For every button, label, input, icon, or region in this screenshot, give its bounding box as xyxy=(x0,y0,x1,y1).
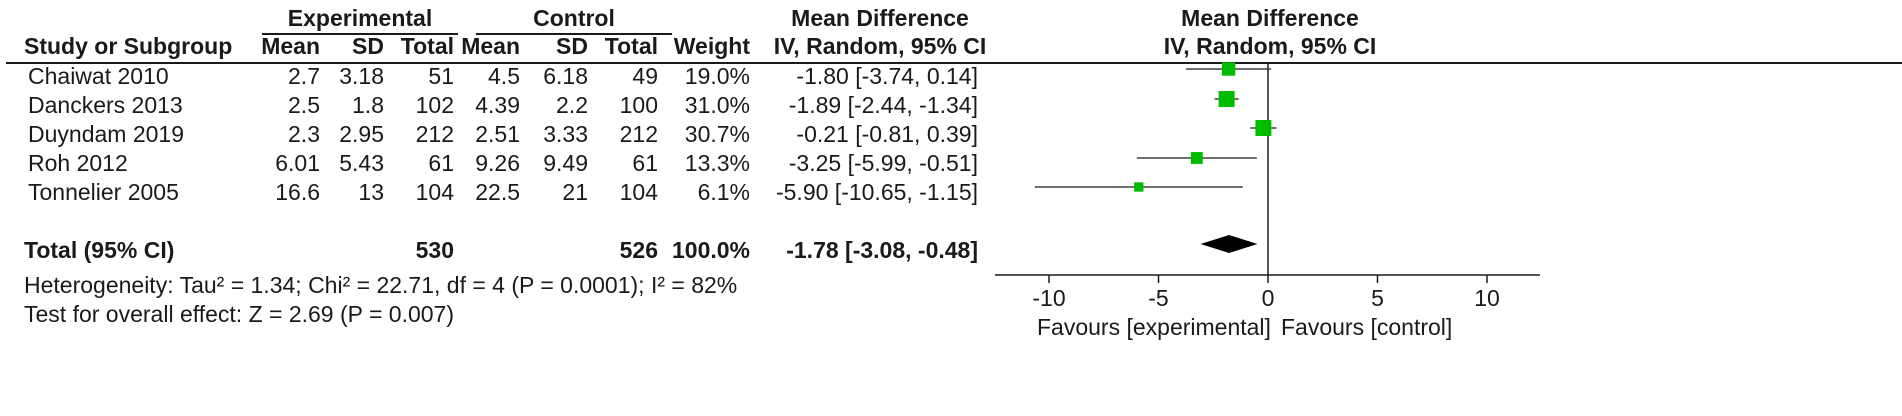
col-header-ctl-mean: Mean xyxy=(461,33,520,59)
experimental-group-header: Experimental xyxy=(287,5,433,31)
x-tick-label: 10 xyxy=(1474,285,1500,311)
header-rule xyxy=(6,62,1902,64)
ctl-sd: 2.2 xyxy=(556,92,588,118)
study-name: Chaiwat 2010 xyxy=(28,63,169,89)
ctl-sd: 9.49 xyxy=(543,150,588,176)
exp-mean: 2.5 xyxy=(288,92,320,118)
ctl-total: 212 xyxy=(619,121,658,147)
ctl-sd: 6.18 xyxy=(543,63,588,89)
control-group-header: Control xyxy=(533,5,615,31)
col-header-study: Study or Subgroup xyxy=(24,33,233,59)
col-header-exp-total: Total xyxy=(400,33,454,59)
exp-sd: 1.8 xyxy=(352,92,384,118)
ctl-sd: 3.33 xyxy=(543,121,588,147)
exp-sd: 2.95 xyxy=(339,121,384,147)
exp-total: 104 xyxy=(415,179,454,205)
total-exp: 530 xyxy=(415,237,454,263)
study-marker xyxy=(1134,182,1144,192)
total-label: Total (95% CI) xyxy=(24,237,175,263)
favours-experimental-label: Favours [experimental] xyxy=(1037,314,1271,340)
heterogeneity-text: Heterogeneity: Tau² = 1.34; Chi² = 22.71… xyxy=(24,272,738,298)
exp-total: 61 xyxy=(428,150,454,176)
md-ci: -1.80 [-3.74, 0.14] xyxy=(796,63,978,89)
exp-sd: 13 xyxy=(358,179,384,205)
col-header-ctl-sd: SD xyxy=(556,33,588,59)
md-ci: -5.90 [-10.65, -1.15] xyxy=(775,179,978,205)
overall-effect-text: Test for overall effect: Z = 2.69 (P = 0… xyxy=(24,301,454,327)
md-ci: -1.89 [-2.44, -1.34] xyxy=(788,92,978,118)
exp-sd: 3.18 xyxy=(339,63,384,89)
weight: 31.0% xyxy=(684,92,750,118)
weight: 13.3% xyxy=(684,150,750,176)
x-tick-label: 5 xyxy=(1371,285,1384,311)
exp-mean: 6.01 xyxy=(275,150,320,176)
exp-total: 102 xyxy=(415,92,454,118)
favours-control-label: Favours [control] xyxy=(1281,314,1453,340)
study-name: Danckers 2013 xyxy=(28,92,183,118)
exp-mean: 16.6 xyxy=(275,179,320,205)
exp-total: 212 xyxy=(415,121,454,147)
ctl-mean: 2.51 xyxy=(475,121,520,147)
study-marker xyxy=(1221,62,1236,76)
ctl-mean: 4.5 xyxy=(488,63,520,89)
study-marker xyxy=(1190,152,1203,164)
study-name: Tonnelier 2005 xyxy=(28,179,179,205)
total-md-ci: -1.78 [-3.08, -0.48] xyxy=(786,237,978,263)
plot-title: Mean Difference xyxy=(1181,5,1359,31)
exp-sd: 5.43 xyxy=(339,150,384,176)
ctl-mean: 4.39 xyxy=(475,92,520,118)
study-name: Duyndam 2019 xyxy=(28,121,184,147)
study-marker xyxy=(1218,91,1235,107)
total-ctl: 526 xyxy=(619,237,658,263)
plot-method: IV, Random, 95% CI xyxy=(1163,33,1377,59)
exp-mean: 2.7 xyxy=(288,63,320,89)
col-header-ctl-total: Total xyxy=(604,33,658,59)
col-header-weight: Weight xyxy=(673,33,750,59)
experimental-underline xyxy=(262,33,458,35)
pooled-diamond xyxy=(1200,235,1258,253)
weight: 30.7% xyxy=(684,121,750,147)
ctl-total: 61 xyxy=(632,150,658,176)
study-marker xyxy=(1255,120,1272,136)
weight: 6.1% xyxy=(697,179,750,205)
x-tick-label: -5 xyxy=(1148,285,1168,311)
ctl-mean: 9.26 xyxy=(475,150,520,176)
col-header-exp-mean: Mean xyxy=(261,33,320,59)
exp-total: 51 xyxy=(428,63,454,89)
ctl-mean: 22.5 xyxy=(475,179,520,205)
col-header-md-method: IV, Random, 95% CI xyxy=(773,33,987,59)
exp-mean: 2.3 xyxy=(288,121,320,147)
x-tick-label: 0 xyxy=(1262,285,1275,311)
total-weight: 100.0% xyxy=(671,237,750,263)
md-ci: -0.21 [-0.81, 0.39] xyxy=(796,121,978,147)
col-header-exp-sd: SD xyxy=(352,33,384,59)
ctl-total: 49 xyxy=(632,63,658,89)
study-name: Roh 2012 xyxy=(28,150,128,176)
ctl-sd: 21 xyxy=(562,179,588,205)
control-underline xyxy=(476,33,672,35)
x-tick-label: -10 xyxy=(1032,285,1065,311)
ctl-total: 104 xyxy=(619,179,658,205)
weight: 19.0% xyxy=(684,63,750,89)
md-column-header: Mean Difference xyxy=(791,5,969,31)
ctl-total: 100 xyxy=(619,92,658,118)
md-ci: -3.25 [-5.99, -0.51] xyxy=(788,150,978,176)
